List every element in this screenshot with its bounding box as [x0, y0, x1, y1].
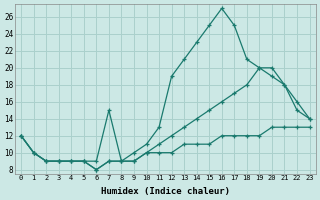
X-axis label: Humidex (Indice chaleur): Humidex (Indice chaleur) — [101, 187, 230, 196]
